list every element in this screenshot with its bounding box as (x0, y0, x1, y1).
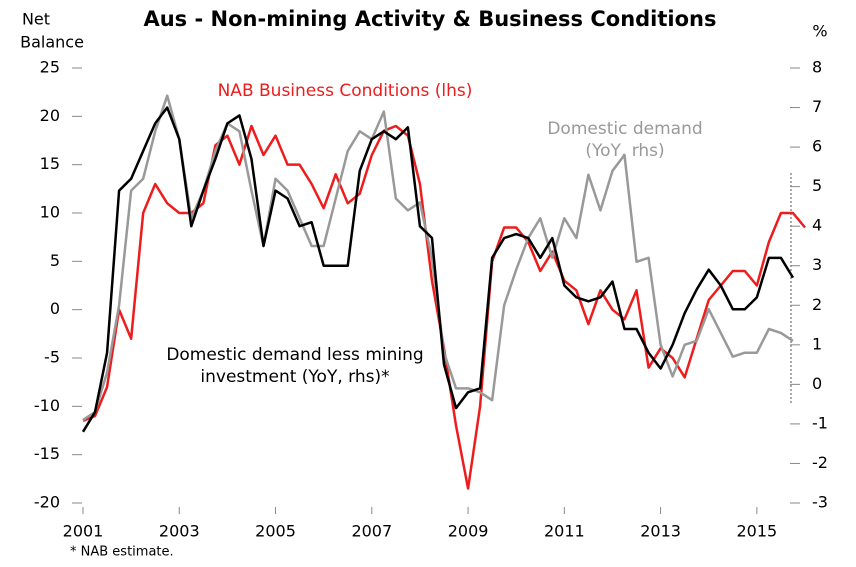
x-tick-label: 2001 (63, 522, 104, 541)
series-label: NAB Business Conditions (lhs) (217, 81, 473, 101)
x-tick-label: 2005 (255, 522, 296, 541)
x-tick-label: 2009 (448, 522, 489, 541)
y2-tick-label: 6 (812, 137, 822, 156)
y-tick-label: -15 (34, 444, 60, 463)
y-tick-label: 10 (40, 203, 60, 222)
y-tick-label: -10 (34, 396, 60, 415)
x-tick-label: 2003 (159, 522, 200, 541)
x-tick-label: 2011 (544, 522, 585, 541)
y2-tick-label: 5 (812, 176, 822, 195)
line-series (82, 124, 806, 490)
x-tick-label: 2015 (737, 522, 778, 541)
y-tick-label: 5 (50, 251, 60, 270)
y2-tick-label: 3 (812, 255, 822, 274)
y-axis-label: Balance (20, 33, 84, 52)
y2-tick-label: 8 (812, 58, 822, 77)
chart-title: Aus - Non-mining Activity & Business Con… (143, 7, 716, 31)
y2-tick-label: 0 (812, 374, 822, 393)
y2-tick-label: 7 (812, 97, 822, 116)
y-axis-label: Net (22, 10, 50, 29)
y-tick-label: 0 (50, 299, 60, 318)
y-tick-label: -5 (44, 348, 60, 367)
y-tick-label: 25 (40, 58, 60, 77)
series-label: Domestic demand less mining investment (… (166, 345, 424, 387)
y-tick-label: -20 (34, 493, 60, 512)
y2-tick-label: 2 (812, 295, 822, 314)
y2-tick-label: -3 (812, 493, 828, 512)
x-tick-label: 2007 (351, 522, 392, 541)
y2-tick-label: 1 (812, 334, 822, 353)
y2-axis-label: % (812, 22, 827, 41)
y2-tick-label: -1 (812, 413, 828, 432)
y-tick-label: 15 (40, 154, 60, 173)
footnote: * NAB estimate. (70, 545, 174, 560)
y2-tick-label: -2 (812, 453, 828, 472)
y-tick-label: 20 (40, 106, 60, 125)
x-tick-label: 2013 (640, 522, 681, 541)
line-series (81, 106, 795, 433)
series-label: Domestic demand (YoY, rhs) (547, 119, 703, 161)
y2-tick-label: 4 (812, 216, 822, 235)
